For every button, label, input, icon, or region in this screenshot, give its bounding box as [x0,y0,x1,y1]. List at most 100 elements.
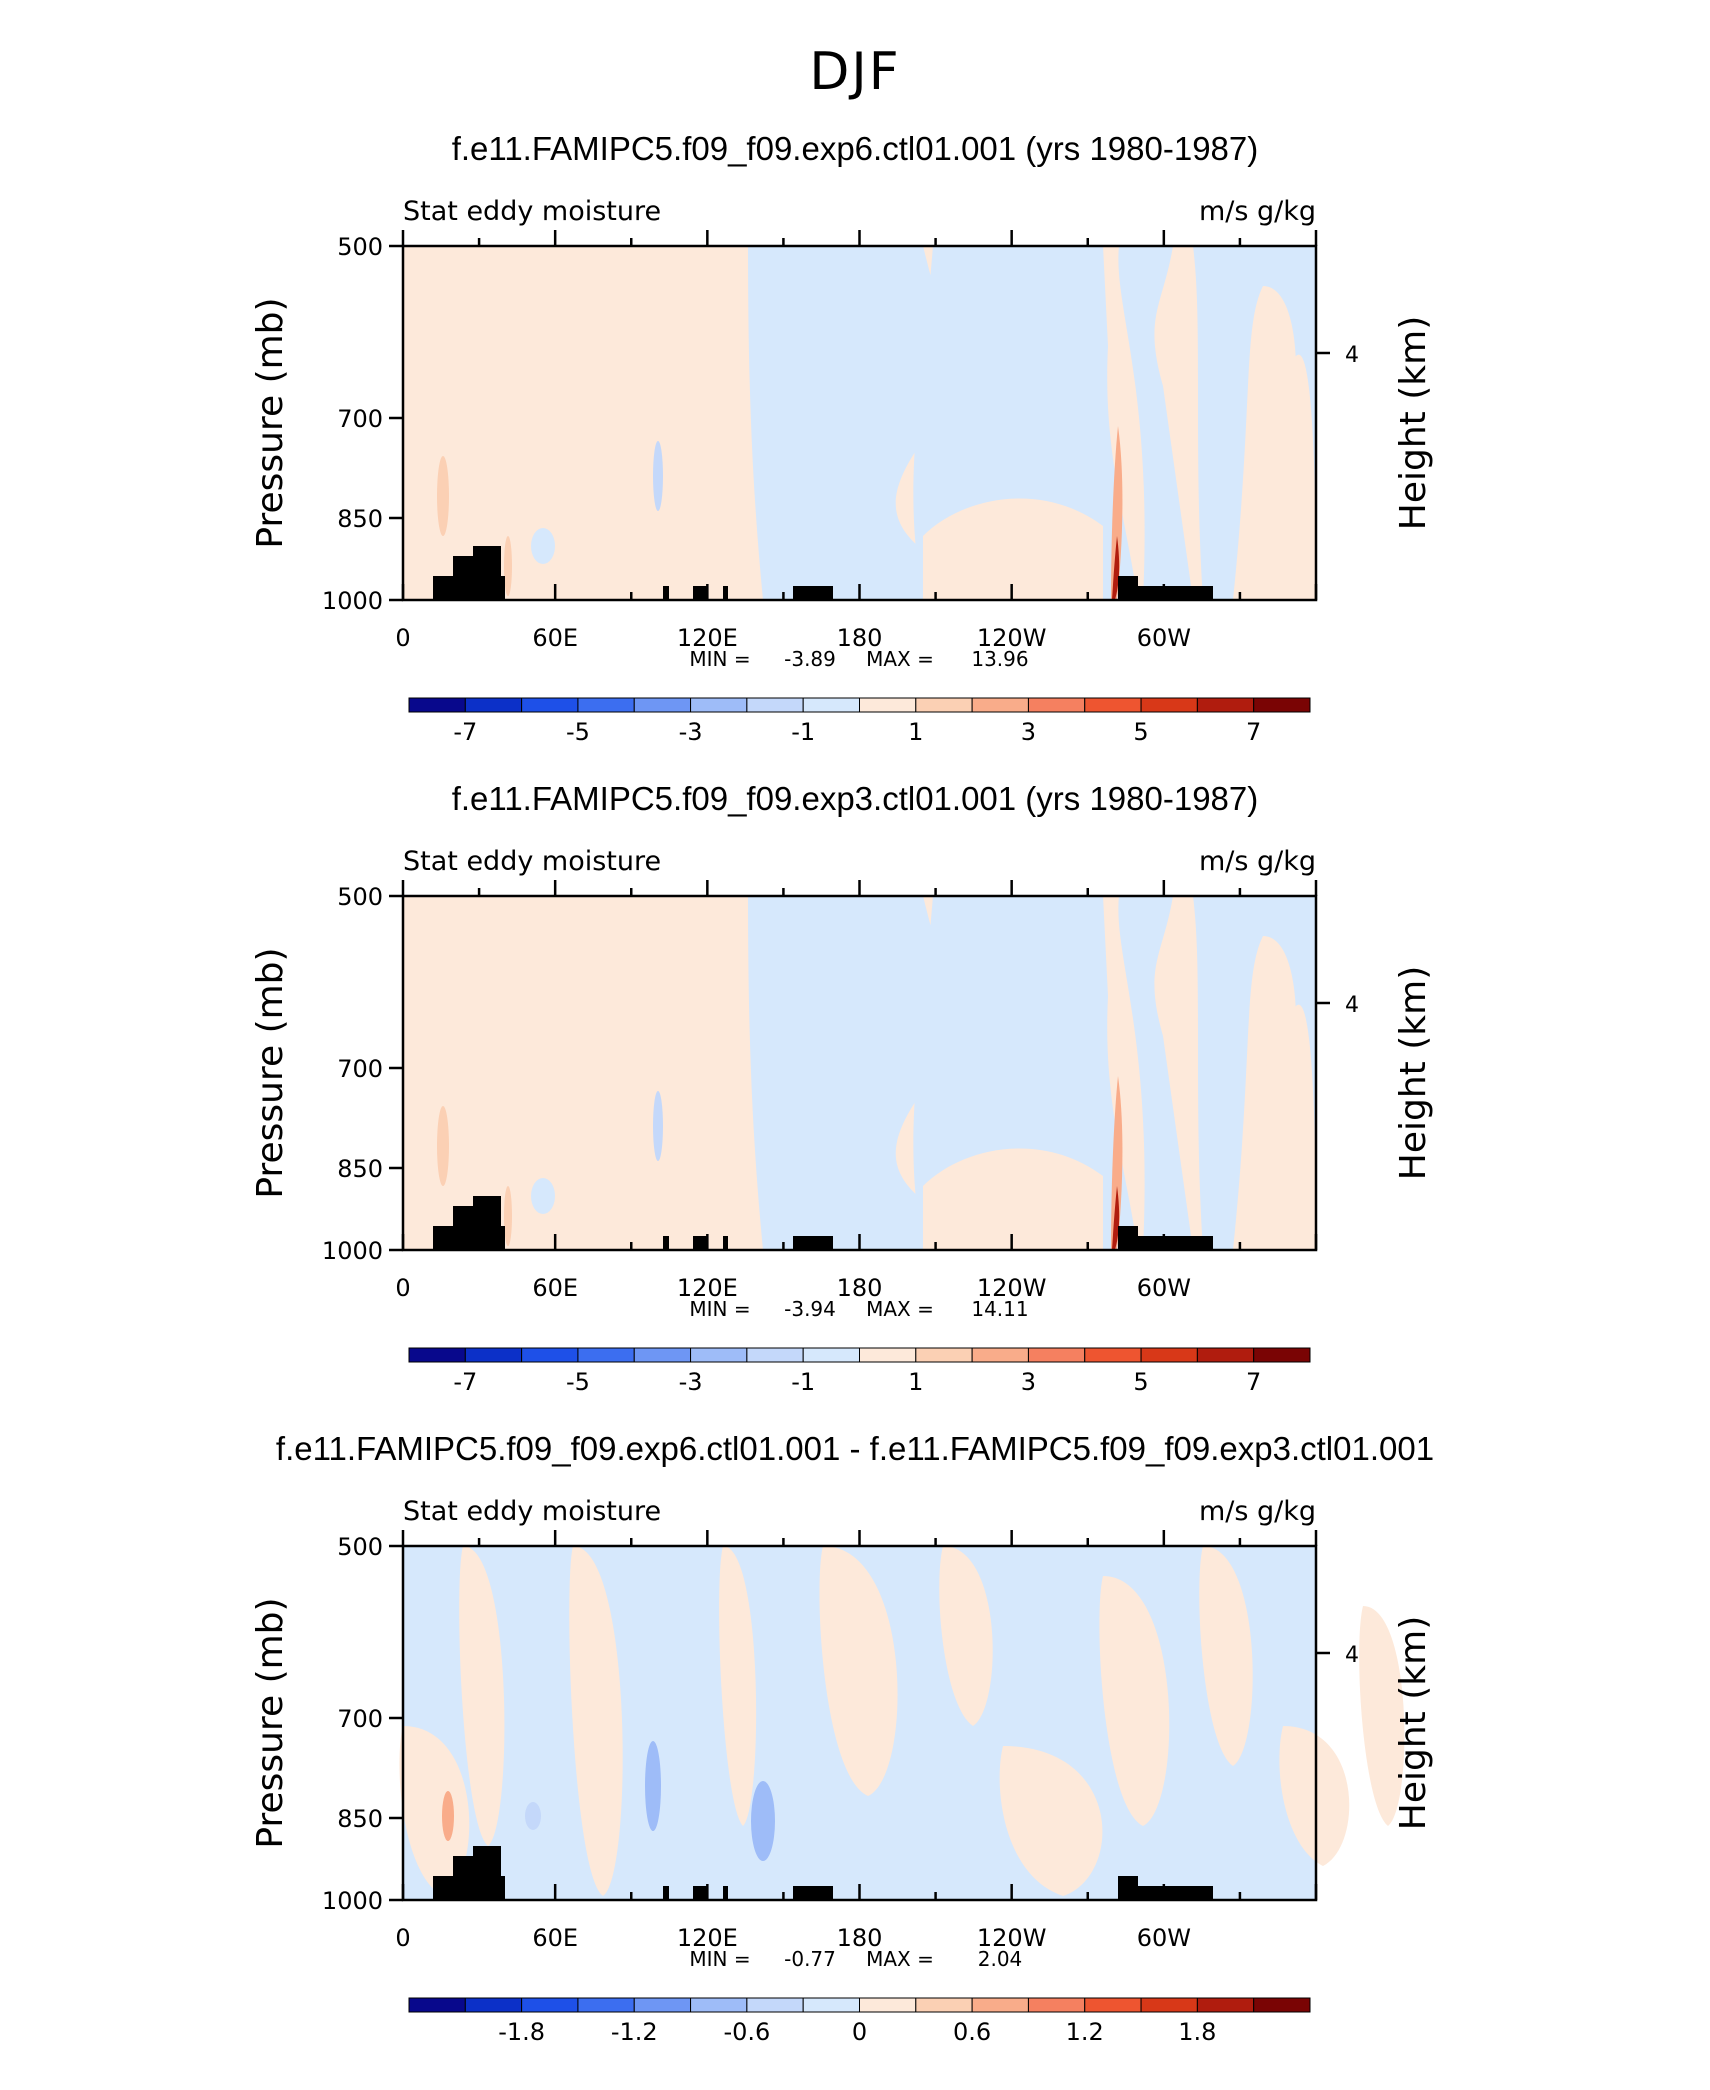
x-tick-label: 60E [532,624,578,652]
stat-max-value: 2.04 [978,1947,1023,1971]
stat-min-value: -0.77 [784,1947,836,1971]
colorbar-swatch [1196,697,1255,713]
terrain-mask [663,586,669,600]
terrain-mask [1138,1886,1178,1900]
colorbar-label: 5 [1133,718,1148,746]
x-tick-label: 60W [1137,1274,1191,1302]
y2-axis-label: Height (km) [1393,316,1434,530]
field-region [1118,896,1193,1250]
colorbar-swatch [1027,1997,1086,2013]
y-tick-label: 850 [337,505,383,533]
terrain-mask [693,1236,707,1250]
colorbar-swatch [521,697,579,713]
stat-min-label: MIN = [689,1947,750,1971]
colorbar-swatch [633,1347,692,1363]
field-region [653,1091,663,1161]
colorbar-label: -0.6 [723,2018,770,2046]
y-axis-label: Pressure (mb) [250,1597,291,1848]
field-region [751,1781,775,1861]
y-tick-label: 500 [337,233,383,261]
colorbar-swatch [633,1997,692,2013]
field-region [1359,1606,1405,1826]
x-tick-label: 120W [977,1274,1047,1302]
colorbar-label: 0 [852,2018,867,2046]
field-region [1112,1186,1120,1250]
panel-units-label: m/s g/kg [1199,196,1316,227]
colorbar-swatch [1196,1347,1255,1363]
colorbar-label: 3 [1021,718,1036,746]
terrain-mask [493,1876,505,1900]
x-tick-label: 180 [837,1924,883,1952]
y-axis-label: Pressure (mb) [250,947,291,1198]
x-tick-label: 60E [532,1274,578,1302]
colorbar-swatch [577,1347,635,1363]
colorbar-swatch [915,697,973,713]
colorbar-swatch [1196,1997,1255,2013]
field-region [748,246,952,600]
y-tick-label: 700 [337,1705,383,1733]
colorbar-swatch [1084,1347,1142,1363]
terrain-mask [663,1236,669,1250]
colorbar-swatch [577,697,635,713]
x-tick-label: 60W [1137,624,1191,652]
colorbar-swatch [633,697,692,713]
terrain-mask [723,1236,728,1250]
panel-left-label: Stat eddy moisture [403,1496,661,1527]
panel-units-label: m/s g/kg [1199,1496,1316,1527]
y-tick-label: 1000 [322,587,383,615]
panel-title: f.e11.FAMIPC5.f09_f09.exp3.ctl01.001 (yr… [451,780,1259,817]
colorbar-swatch [1253,1997,1311,2013]
field-region [399,1726,470,1896]
colorbar-label: 1 [908,1368,923,1396]
field-region [531,1178,555,1214]
terrain-mask [433,1876,453,1900]
x-tick-label: 120E [677,1924,738,1952]
colorbar-label: -7 [453,1368,477,1396]
colorbar-swatch [859,1347,917,1363]
terrain-mask [793,1886,833,1900]
main-title: DJF [809,42,901,102]
colorbar-swatch [1027,697,1086,713]
field-region [437,1106,449,1186]
field-region [569,1546,623,1896]
colorbar-label: -1 [791,1368,815,1396]
terrain-mask [793,1236,833,1250]
colorbar-swatch [521,1997,579,2013]
colorbar-swatch [690,697,748,713]
field-region [645,1741,661,1831]
x-tick-label: 120E [677,624,738,652]
x-tick-label: 120W [977,624,1047,652]
x-tick-label: 120W [977,1924,1047,1952]
field-region [923,498,1103,600]
y2-axis-label: Height (km) [1393,1616,1434,1830]
x-tick-label: 180 [837,624,883,652]
field-region [999,1746,1103,1896]
colorbar-label: 0.6 [953,2018,991,2046]
colorbar-swatch [464,1347,523,1363]
colorbar-label: 1.8 [1178,2018,1216,2046]
colorbar-swatch [971,1997,1029,2013]
stat-min-label: MIN = [689,647,750,671]
field-region [1112,536,1120,600]
colorbar-swatch [746,1997,804,2013]
field-region [504,536,512,596]
colorbar-swatch [802,1347,860,1363]
plot-area [403,246,1316,600]
x-tick-label: 60W [1137,1924,1191,1952]
colorbar-label: 7 [1246,718,1261,746]
colorbar-swatch [1140,697,1198,713]
y-tick-label: 1000 [322,1237,383,1265]
stat-min-label: MIN = [689,1297,750,1321]
colorbar-swatch [859,1997,917,2013]
colorbar-label: 7 [1246,1368,1261,1396]
terrain-mask [1178,586,1213,600]
terrain-mask [1138,1236,1178,1250]
colorbar-swatch [915,1997,973,2013]
field-region [459,1546,505,1846]
y2-tick-label: 4 [1345,993,1359,1018]
colorbar-swatch [464,1997,523,2013]
terrain-mask [663,1886,669,1900]
colorbar-swatch [464,697,523,713]
colorbar-swatch [1140,1997,1198,2013]
colorbar-label: -1.2 [611,2018,658,2046]
